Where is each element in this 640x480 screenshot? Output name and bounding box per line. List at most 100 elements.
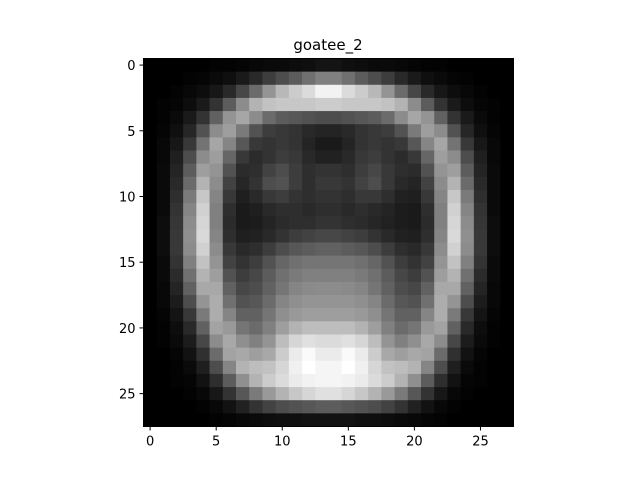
- heatmap-cell: [421, 334, 435, 349]
- heatmap-cell: [275, 97, 290, 112]
- heatmap-cell: [183, 150, 197, 165]
- heatmap-cell: [236, 111, 250, 125]
- heatmap-cell: [315, 308, 329, 322]
- heatmap-cell: [222, 111, 237, 125]
- heatmap-cell: [487, 163, 501, 178]
- heatmap-cell: [209, 229, 224, 243]
- heatmap-cell: [368, 321, 382, 335]
- heatmap-cell: [222, 321, 237, 335]
- heatmap-cell: [143, 97, 158, 112]
- heatmap-cell: [196, 268, 210, 283]
- heatmap-cell: [473, 84, 488, 99]
- heatmap-cell: [421, 150, 435, 165]
- heatmap-cell: [169, 203, 184, 217]
- heatmap-cell: [500, 360, 514, 375]
- heatmap-cell: [421, 321, 435, 335]
- heatmap-cell: [222, 203, 237, 217]
- heatmap-cell: [434, 124, 448, 138]
- heatmap-cell: [500, 111, 514, 125]
- heatmap-cell: [460, 203, 475, 217]
- heatmap-cell: [222, 308, 237, 322]
- heatmap-cell: [288, 111, 303, 125]
- heatmap-cell: [156, 84, 171, 99]
- heatmap-cell: [262, 334, 277, 349]
- heatmap-cell: [143, 189, 158, 204]
- heatmap-cell: [473, 189, 488, 204]
- heatmap-cell: [460, 137, 475, 151]
- heatmap-cell: [169, 413, 184, 427]
- heatmap-cell: [473, 163, 488, 178]
- heatmap-cell: [328, 373, 343, 388]
- heatmap-cell: [354, 400, 369, 414]
- heatmap-cell: [288, 97, 303, 112]
- heatmap-cell: [315, 387, 329, 401]
- heatmap-cell: [236, 268, 250, 283]
- heatmap-cell: [487, 242, 501, 257]
- heatmap-cell: [302, 295, 316, 309]
- heatmap-cell: [236, 334, 250, 349]
- heatmap-cell: [368, 71, 382, 86]
- heatmap-cell: [156, 58, 171, 73]
- heatmap-cell: [434, 255, 448, 270]
- heatmap-cell: [407, 84, 422, 99]
- heatmap-cell: [249, 176, 263, 191]
- heatmap-cell: [368, 203, 382, 217]
- heatmap-cell: [315, 334, 329, 349]
- heatmap-cell: [381, 268, 395, 283]
- heatmap-cell: [381, 242, 395, 257]
- heatmap-cell: [487, 373, 501, 388]
- heatmap-cell: [447, 189, 462, 204]
- heatmap-cell: [143, 295, 158, 309]
- heatmap-cell: [328, 295, 343, 309]
- heatmap-cell: [249, 203, 263, 217]
- x-tick-label: 25: [472, 435, 489, 450]
- heatmap-cell: [236, 400, 250, 414]
- heatmap-cell: [222, 268, 237, 283]
- heatmap-cell: [354, 413, 369, 427]
- heatmap-cell: [222, 58, 237, 73]
- heatmap-cell: [169, 308, 184, 322]
- heatmap-cell: [460, 373, 475, 388]
- heatmap-cell: [434, 203, 448, 217]
- heatmap-cell: [249, 360, 263, 375]
- heatmap-cell: [460, 400, 475, 414]
- heatmap-cell: [222, 373, 237, 388]
- heatmap-cell: [183, 84, 197, 99]
- heatmap-cell: [209, 387, 224, 401]
- heatmap-cell: [196, 373, 210, 388]
- heatmap-cell: [341, 97, 356, 112]
- heatmap-cell: [460, 387, 475, 401]
- heatmap-cell: [354, 373, 369, 388]
- heatmap-cell: [394, 176, 409, 191]
- y-tick-label: 25: [119, 388, 136, 403]
- heatmap-cell: [328, 111, 343, 125]
- heatmap-cell: [315, 255, 329, 270]
- heatmap-cell: [328, 360, 343, 375]
- heatmap-cell: [460, 242, 475, 257]
- heatmap-cell: [169, 124, 184, 138]
- heatmap-cell: [434, 387, 448, 401]
- heatmap-cell: [315, 84, 329, 99]
- heatmap-cell: [236, 97, 250, 112]
- heatmap-cell: [394, 111, 409, 125]
- heatmap-cell: [249, 308, 263, 322]
- heatmap-cell: [473, 268, 488, 283]
- heatmap-cell: [275, 281, 290, 296]
- heatmap-cell: [434, 84, 448, 99]
- heatmap-cell: [302, 321, 316, 335]
- heatmap-cell: [262, 242, 277, 257]
- heatmap-cell: [394, 229, 409, 243]
- heatmap-cell: [222, 137, 237, 151]
- heatmap-cell: [447, 216, 462, 230]
- heatmap-cell: [368, 373, 382, 388]
- heatmap-cell: [209, 347, 224, 362]
- heatmap-cell: [169, 216, 184, 230]
- heatmap-cell: [249, 242, 263, 257]
- heatmap-cell: [447, 413, 462, 427]
- heatmap-cell: [500, 176, 514, 191]
- heatmap-cell: [500, 84, 514, 99]
- heatmap-cell: [447, 347, 462, 362]
- heatmap-cell: [434, 150, 448, 165]
- heatmap-cell: [407, 347, 422, 362]
- heatmap-cell: [209, 242, 224, 257]
